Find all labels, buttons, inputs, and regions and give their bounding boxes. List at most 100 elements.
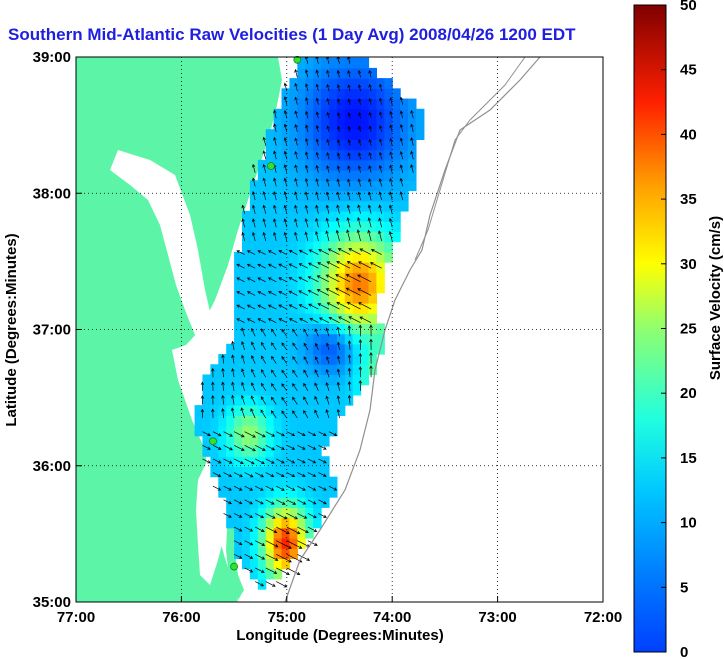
velocity-arrow bbox=[271, 369, 277, 378]
velocity-cell bbox=[273, 497, 283, 508]
x-axis-label: Longitude (Degrees:Minutes) bbox=[236, 627, 444, 644]
velocity-arrow bbox=[378, 111, 383, 119]
velocity-arrow bbox=[297, 513, 308, 519]
velocity-cell bbox=[368, 302, 377, 314]
velocity-cell bbox=[328, 190, 338, 202]
velocity-cell bbox=[289, 302, 298, 314]
velocity-cell bbox=[242, 333, 251, 345]
velocity-cell bbox=[321, 98, 330, 110]
velocity-arrow bbox=[255, 513, 265, 519]
velocity-cell bbox=[249, 180, 259, 192]
velocity-cell bbox=[384, 149, 393, 161]
velocity-cell bbox=[360, 364, 370, 376]
velocity-cell bbox=[313, 394, 322, 406]
velocity-cell bbox=[305, 466, 314, 478]
velocity-arrow bbox=[292, 383, 298, 392]
velocity-arrow bbox=[286, 499, 297, 505]
velocity-cell bbox=[281, 139, 291, 151]
velocity-cell bbox=[305, 476, 314, 488]
velocity-cell bbox=[289, 180, 298, 192]
velocity-cell bbox=[321, 354, 330, 365]
velocity-cell bbox=[257, 262, 267, 273]
velocity-arrow bbox=[212, 485, 222, 491]
velocity-cell bbox=[218, 456, 227, 468]
velocity-cell bbox=[408, 98, 417, 110]
velocity-arrow bbox=[315, 151, 319, 160]
velocity-cell bbox=[328, 139, 338, 151]
colorbar-label: Surface Velocity (cm/s) bbox=[707, 216, 724, 380]
colorbar-tick-label: 5 bbox=[680, 579, 688, 596]
velocity-arrow bbox=[308, 262, 319, 269]
velocity-cell bbox=[376, 139, 385, 151]
velocity-cell bbox=[344, 129, 354, 141]
velocity-cell bbox=[281, 241, 291, 253]
velocity-arrow bbox=[358, 261, 372, 269]
velocity-cell bbox=[273, 302, 283, 314]
velocity-cell bbox=[328, 272, 338, 284]
velocity-arrow bbox=[336, 381, 341, 391]
velocity-cell bbox=[202, 394, 211, 406]
velocity-arrow bbox=[251, 191, 256, 201]
colorbar-tick-label: 50 bbox=[680, 0, 697, 14]
velocity-cell bbox=[242, 548, 251, 559]
velocity-arrow bbox=[347, 112, 351, 119]
velocity-arrow bbox=[276, 472, 285, 477]
velocity-cell bbox=[281, 435, 291, 447]
velocity-arrow bbox=[378, 97, 383, 105]
velocity-arrow bbox=[257, 304, 266, 310]
velocity-cell bbox=[368, 200, 377, 212]
velocity-cell bbox=[242, 302, 251, 314]
velocity-cell bbox=[368, 67, 377, 79]
velocity-arrow bbox=[303, 328, 309, 337]
velocity-arrow bbox=[336, 368, 341, 378]
velocity-cell bbox=[281, 292, 291, 304]
velocity-arrow bbox=[305, 124, 309, 133]
velocity-arrow bbox=[278, 250, 287, 255]
velocity-cell bbox=[273, 466, 283, 478]
velocity-cell bbox=[384, 200, 393, 212]
velocity-arrow bbox=[304, 231, 309, 242]
velocity-cell bbox=[392, 118, 401, 130]
velocity-arrow bbox=[251, 163, 256, 173]
velocity-cell bbox=[321, 333, 330, 345]
station-marker bbox=[230, 562, 239, 571]
y-axis-label: Latitude (Degrees:Minutes) bbox=[3, 233, 20, 426]
stations bbox=[209, 55, 302, 571]
velocity-cell bbox=[376, 272, 385, 284]
velocity-cell bbox=[265, 170, 275, 181]
velocity-field bbox=[194, 57, 425, 590]
velocity-arrow bbox=[276, 554, 292, 563]
velocity-cell bbox=[336, 159, 346, 171]
velocity-cell bbox=[336, 292, 346, 304]
velocity-cell bbox=[305, 302, 314, 314]
colorbar-tick-label: 45 bbox=[680, 62, 697, 79]
velocity-arrow bbox=[281, 342, 288, 351]
velocity-cell bbox=[273, 251, 283, 263]
velocity-cell bbox=[289, 466, 298, 478]
velocity-arrow bbox=[288, 304, 298, 310]
velocity-cell bbox=[313, 384, 322, 396]
velocity-arrow bbox=[399, 110, 404, 119]
velocity-cell bbox=[297, 333, 306, 345]
velocity-arrow bbox=[304, 204, 309, 214]
velocity-arrow bbox=[399, 124, 404, 133]
velocity-arrow bbox=[241, 368, 245, 378]
velocity-arrow bbox=[276, 540, 292, 549]
velocity-cell bbox=[392, 180, 401, 192]
velocity-arrow bbox=[307, 445, 317, 450]
velocity-arrow bbox=[288, 263, 298, 269]
velocity-arrow bbox=[314, 356, 319, 364]
velocity-cell bbox=[336, 394, 346, 406]
velocity-cell bbox=[242, 558, 251, 570]
velocity-arrow bbox=[326, 152, 330, 160]
velocity-arrow bbox=[303, 356, 309, 364]
velocity-cell bbox=[265, 200, 275, 212]
velocity-cell bbox=[305, 129, 314, 141]
velocity-cell bbox=[226, 507, 235, 519]
velocity-cell bbox=[281, 180, 291, 192]
velocity-cell bbox=[344, 78, 354, 89]
velocity-cell bbox=[408, 159, 417, 171]
velocity-cell bbox=[313, 405, 322, 416]
velocity-arrow bbox=[357, 152, 362, 160]
velocity-cell bbox=[194, 425, 204, 437]
